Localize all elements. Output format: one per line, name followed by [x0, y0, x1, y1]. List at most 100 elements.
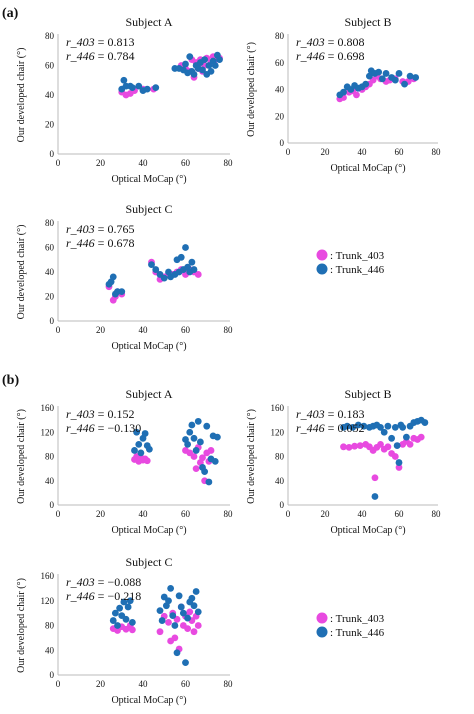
x-tick-label: 20: [96, 325, 106, 335]
x-axis-label: Optical MoCap (°): [330, 525, 405, 536]
x-tick-label: 20: [96, 509, 106, 519]
data-point: [188, 594, 196, 602]
y-tick-label: 20: [45, 120, 55, 130]
series-trunk-403: [131, 444, 215, 485]
plot-title: Subject A: [126, 387, 173, 401]
x-tick-label: 80: [432, 147, 442, 157]
data-point: [109, 617, 117, 624]
data-point: [184, 614, 192, 622]
data-point: [120, 76, 128, 84]
stat-equals: =: [95, 222, 108, 236]
x-tick-label: 20: [96, 158, 106, 168]
stat-name: r_403: [66, 407, 95, 421]
stat-name: r_446: [66, 589, 95, 603]
data-point: [114, 622, 121, 629]
data-point: [188, 258, 196, 266]
data-point: [377, 440, 384, 448]
stat-r-403: r_403 = 0.765: [66, 222, 134, 236]
data-point: [190, 602, 198, 610]
data-point: [158, 617, 166, 624]
scatter-plot-6: 0 20 40 60 80 0 40 80 120 160 Subject C Optical MoC…: [16, 555, 233, 706]
data-point: [384, 422, 392, 430]
data-point: [190, 70, 198, 78]
x-tick-label: 20: [96, 679, 106, 689]
data-point: [128, 619, 136, 626]
data-point: [177, 603, 185, 611]
stat-name: r_446: [66, 421, 95, 435]
data-point: [160, 274, 168, 282]
legends-group: : Trunk_403: Trunk_446: Trunk_403: Trunk…: [316, 249, 385, 639]
series-trunk-446: [340, 416, 429, 500]
data-point: [179, 609, 187, 617]
stat-name: r_446: [66, 49, 95, 63]
data-point: [393, 442, 401, 449]
series-trunk-446: [131, 417, 221, 486]
x-axis-label: Optical MoCap (°): [330, 163, 405, 174]
data-point: [216, 56, 223, 63]
series-trunk-446: [118, 51, 223, 94]
stat-name: r_446: [66, 236, 95, 250]
scatter-plot-4: 0 20 40 60 80 0 40 80 120 160 Subject A Optical MoC…: [16, 387, 233, 536]
legend-marker: [316, 626, 328, 638]
panel-label-a: (a): [2, 6, 19, 21]
x-axis-label: Optical MoCap (°): [111, 341, 186, 352]
data-point: [340, 443, 347, 451]
data-point: [194, 608, 202, 616]
data-point: [145, 445, 153, 453]
stat-value: −0.088: [107, 575, 141, 589]
stat-name: r_403: [296, 35, 325, 49]
data-point: [137, 449, 145, 457]
x-tick-label: 40: [358, 509, 368, 519]
legend-2: : Trunk_403: Trunk_446: [316, 612, 385, 639]
data-point: [131, 447, 138, 454]
data-point: [406, 72, 414, 80]
data-point: [194, 417, 202, 425]
y-tick-label: 40: [45, 476, 55, 486]
data-point: [135, 440, 143, 448]
stat-r-403: r_403 = 0.813: [66, 35, 134, 49]
stat-value: 0.784: [107, 49, 134, 63]
data-point: [354, 421, 362, 429]
y-tick-label: 80: [275, 452, 285, 462]
data-point: [213, 433, 221, 441]
data-point: [391, 453, 399, 460]
data-point: [156, 607, 164, 615]
y-tick-label: 80: [45, 452, 55, 462]
data-point: [391, 424, 399, 431]
y-axis-label: Our developed chair (°): [246, 409, 257, 504]
stat-r-403: r_403 = 0.183: [296, 407, 364, 421]
data-point: [171, 634, 179, 642]
y-tick-label: 80: [45, 218, 55, 228]
legend-marker: [316, 263, 328, 275]
data-point: [190, 453, 198, 460]
data-point: [184, 625, 192, 632]
data-point: [182, 244, 189, 251]
y-tick-label: 0: [280, 500, 285, 510]
series-trunk-446: [109, 584, 202, 667]
x-tick-label: 0: [286, 509, 291, 519]
stat-equals: =: [95, 421, 108, 435]
y-tick-label: 60: [275, 58, 285, 68]
data-point: [143, 457, 151, 465]
data-point: [177, 253, 185, 261]
plot-title: Subject B: [345, 387, 392, 401]
data-point: [399, 424, 407, 431]
data-point: [118, 288, 126, 295]
y-tick-label: 20: [45, 292, 55, 302]
y-tick-label: 40: [45, 267, 55, 277]
y-tick-label: 80: [275, 31, 285, 41]
stat-r-446: r_446 = −0.218: [66, 589, 141, 603]
y-tick-label: 20: [275, 111, 285, 121]
stat-r-403: r_403 = 0.152: [66, 407, 134, 421]
data-point: [190, 434, 198, 442]
data-point: [380, 428, 388, 436]
y-tick-label: 40: [45, 645, 55, 655]
stat-value: 0.678: [107, 236, 134, 250]
x-tick-label: 0: [56, 325, 61, 335]
data-point: [165, 619, 172, 626]
x-tick-label: 20: [321, 509, 331, 519]
data-point: [165, 597, 172, 605]
y-tick-label: 0: [50, 316, 55, 326]
y-tick-label: 80: [45, 621, 55, 631]
data-point: [186, 608, 194, 616]
